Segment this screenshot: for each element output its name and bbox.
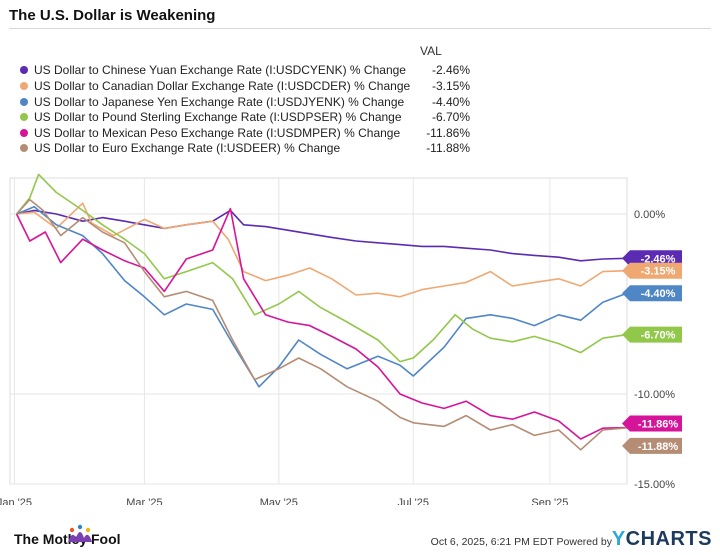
end-value-tag [622,326,682,343]
end-value-label: -11.86% [638,418,679,430]
legend-label: US Dollar to Mexican Peso Exchange Rate … [34,126,401,140]
legend-value: -11.86% [426,126,470,140]
legend-item-cad: US Dollar to Canadian Dollar Exchange Ra… [0,79,470,95]
end-value-label: -3.15% [641,266,676,278]
legend-label: US Dollar to Chinese Yuan Exchange Rate … [34,63,406,77]
end-value-label: -11.88% [638,441,679,453]
legend-value: -6.70% [431,110,470,124]
timestamp-text: Oct 6, 2025, 6:21 PM EDT Powered by [430,536,612,548]
legend-item-mxn: US Dollar to Mexican Peso Exchange Rate … [0,126,470,142]
end-value-tag [622,285,682,302]
x-tick-label: Mar '25 [126,497,162,505]
title-divider [9,28,711,29]
legend-value: -2.46% [431,63,470,77]
legend-val-header: VAL [420,44,442,58]
legend-value: -11.88% [426,141,470,155]
legend-value: -3.15% [431,79,470,93]
series-line [15,173,628,363]
ycharts-logo-rest: CHARTS [625,528,712,550]
line-chart: 0.00% -10.00% -15.00% Jan '25 Mar '25 May '25… [0,173,682,505]
end-value-label: -6.70% [641,330,676,342]
legend-dot [20,129,28,137]
series-line [16,198,628,451]
legend-item-jpy: US Dollar to Japanese Yen Exchange Rate … [0,95,470,111]
legend-dot [20,66,28,74]
ycharts-logo: YCHARTS [612,528,712,551]
x-tick-label: Jan '25 [0,497,32,505]
motley-fool-logo-text: The Motley Fool [14,531,121,547]
legend-label: US Dollar to Pound Sterling Exchange Rat… [34,110,402,124]
legend-item-cny: US Dollar to Chinese Yuan Exchange Rate … [0,63,470,79]
end-value-label: -4.40% [641,288,676,300]
legend-dot [20,113,28,121]
series-line [16,206,628,388]
y-tick-label: 0.00% [634,209,665,221]
legend-dot [20,82,28,90]
end-value-tag [622,262,682,279]
end-value-tag [622,437,682,454]
legend-dot [20,144,28,152]
series-line [16,202,628,298]
legend-label: US Dollar to Euro Exchange Rate (I:USDEE… [34,141,341,155]
ycharts-logo-y: Y [611,528,626,550]
x-tick-label: May '25 [260,497,298,505]
x-tick-label: Jul '25 [398,497,429,505]
chart-title: The U.S. Dollar is Weakening [9,7,216,24]
legend-label: US Dollar to Canadian Dollar Exchange Ra… [34,79,411,93]
legend-item-eur: US Dollar to Euro Exchange Rate (I:USDEE… [0,141,470,157]
jester-hat-icon [68,524,92,542]
end-value-label: -2.46% [641,253,676,265]
legend-label: US Dollar to Japanese Yen Exchange Rate … [34,95,405,109]
series-line [15,207,628,440]
y-tick-label: -15.00% [634,479,675,491]
end-value-tag [622,250,682,267]
legend-dot [20,98,28,106]
y-tick-label: -10.00% [634,389,675,401]
end-value-tag [622,415,682,432]
legend-value: -4.40% [431,95,470,109]
series-line [16,209,628,262]
legend-item-gbp: US Dollar to Pound Sterling Exchange Rat… [0,110,470,126]
x-tick-label: Sep '25 [531,497,568,505]
